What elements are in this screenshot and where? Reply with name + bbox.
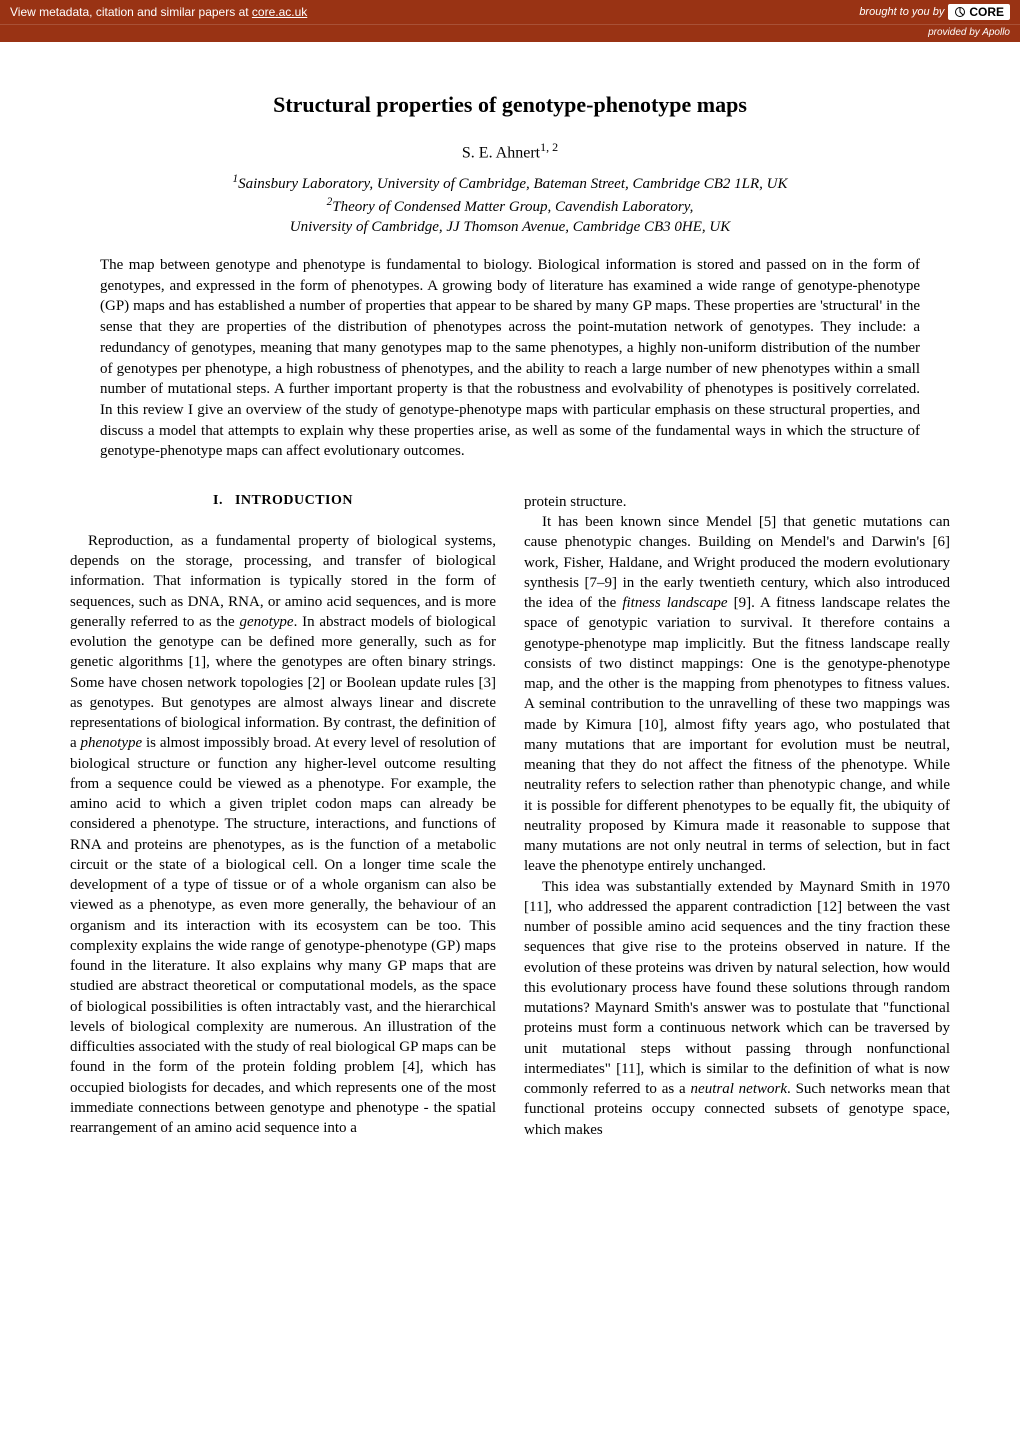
section-title: INTRODUCTION (235, 493, 353, 508)
paper-title: Structural properties of genotype-phenot… (70, 92, 950, 118)
metadata-banner: View metadata, citation and similar pape… (0, 0, 1020, 24)
banner-left-prefix: View metadata, citation and similar pape… (10, 5, 252, 19)
banner-right-prefix: brought to you by (859, 6, 944, 18)
left-column: I. INTRODUCTION Reproduction, as a funda… (70, 492, 496, 1140)
right-column: protein structure. It has been known sin… (524, 492, 950, 1140)
section-number: I. (213, 493, 223, 508)
sub-banner-prefix: provided by (928, 27, 982, 38)
core-badge[interactable]: CORE (948, 4, 1010, 20)
page-content: Structural properties of genotype-phenot… (0, 42, 1020, 1200)
right-p1: It has been known since Mendel [5] that … (524, 512, 950, 877)
author-name: S. E. Ahnert (462, 144, 540, 161)
genotype-em: genotype (239, 614, 293, 630)
affil3: University of Cambridge, JJ Thomson Aven… (290, 219, 731, 235)
section-heading: I. INTRODUCTION (70, 492, 496, 511)
phenotype-em: phenotype (81, 735, 143, 751)
core-link[interactable]: core.ac.uk (252, 5, 307, 19)
right-p0: protein structure. (524, 492, 950, 512)
abstract: The map between genotype and phenotype i… (100, 255, 920, 462)
two-column-body: I. INTRODUCTION Reproduction, as a funda… (70, 492, 950, 1140)
author-sup: 1, 2 (540, 140, 558, 154)
sub-banner: provided by Apollo (0, 24, 1020, 42)
affiliations: 1Sainsbury Laboratory, University of Cam… (70, 172, 950, 237)
core-icon (954, 6, 966, 18)
core-badge-label: CORE (969, 5, 1004, 19)
paper-author: S. E. Ahnert1, 2 (70, 140, 950, 162)
fitness-landscape-em: fitness landscape (622, 595, 727, 611)
affil1: Sainsbury Laboratory, University of Camb… (238, 176, 787, 192)
sub-banner-provider: Apollo (982, 27, 1010, 38)
banner-right: brought to you by CORE (859, 4, 1010, 20)
neutral-network-em: neutral network (691, 1081, 787, 1097)
affil2: Theory of Condensed Matter Group, Cavend… (332, 199, 693, 215)
banner-left: View metadata, citation and similar pape… (10, 5, 307, 19)
right-p2: This idea was substantially extended by … (524, 877, 950, 1140)
left-p1: Reproduction, as a fundamental property … (70, 531, 496, 1139)
